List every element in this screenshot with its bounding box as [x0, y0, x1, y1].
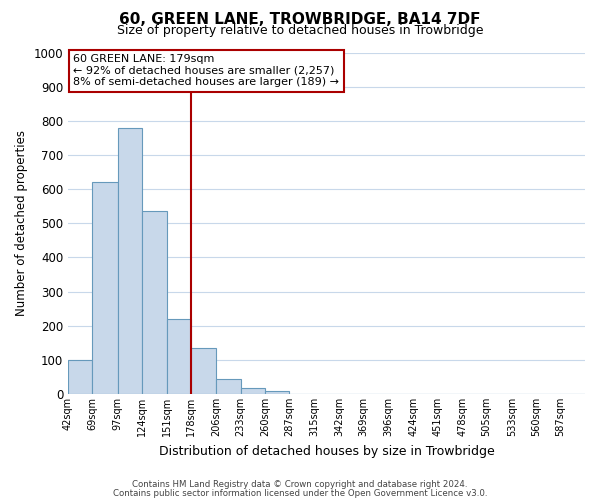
Text: 60 GREEN LANE: 179sqm
← 92% of detached houses are smaller (2,257)
8% of semi-de: 60 GREEN LANE: 179sqm ← 92% of detached …	[73, 54, 339, 88]
Bar	[216, 378, 241, 394]
Bar	[191, 348, 216, 394]
Y-axis label: Number of detached properties: Number of detached properties	[15, 130, 28, 316]
Text: Contains HM Land Registry data © Crown copyright and database right 2024.: Contains HM Land Registry data © Crown c…	[132, 480, 468, 489]
Bar	[68, 360, 92, 394]
Bar	[241, 388, 265, 394]
Bar	[142, 212, 167, 394]
Bar	[92, 182, 118, 394]
Bar	[167, 319, 191, 394]
Bar	[118, 128, 142, 394]
X-axis label: Distribution of detached houses by size in Trowbridge: Distribution of detached houses by size …	[158, 444, 494, 458]
Bar	[265, 390, 289, 394]
Text: Size of property relative to detached houses in Trowbridge: Size of property relative to detached ho…	[117, 24, 483, 37]
Text: 60, GREEN LANE, TROWBRIDGE, BA14 7DF: 60, GREEN LANE, TROWBRIDGE, BA14 7DF	[119, 12, 481, 28]
Text: Contains public sector information licensed under the Open Government Licence v3: Contains public sector information licen…	[113, 488, 487, 498]
